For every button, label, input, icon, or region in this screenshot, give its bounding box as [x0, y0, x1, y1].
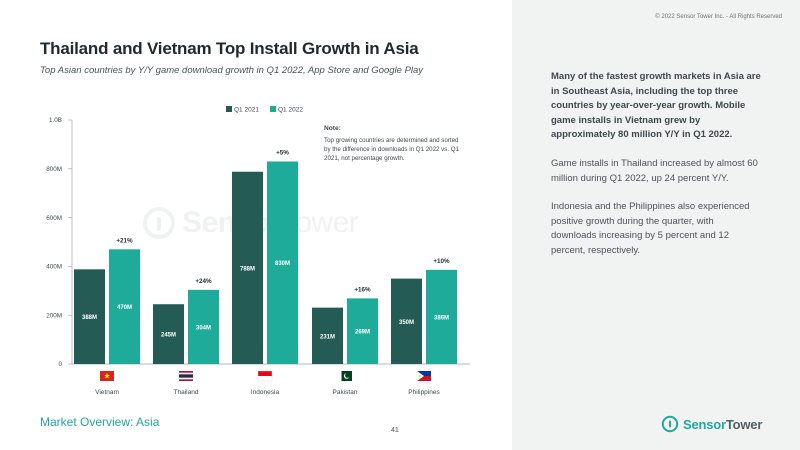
bar-q1-2021: [232, 171, 263, 364]
legend-swatch-q1-2022: [270, 106, 276, 112]
brand-text-part2: Tower: [725, 416, 763, 432]
y-tick-label: 1.0B: [49, 117, 62, 124]
brand-text-part1: Sensor: [683, 416, 726, 432]
sensortower-logo-icon: [661, 415, 679, 433]
vietnam-flag-icon: [100, 371, 114, 381]
page-number: 41: [391, 427, 399, 434]
slide-sidebar-panel: [512, 0, 800, 450]
sidebar-headline: Many of the fastest growth markets in As…: [551, 71, 761, 140]
x-tick-label: Pakistan: [333, 389, 358, 396]
y-tick-label: 400M: [46, 264, 62, 271]
y-tick-label: 600M: [46, 215, 62, 222]
bar-value-label: 830M: [275, 261, 290, 267]
bar-value-label: 470M: [117, 305, 132, 311]
indonesia-flag-icon: [257, 370, 273, 382]
x-tick-label: Vietnam: [95, 389, 119, 396]
bar-q1-2022: [109, 249, 140, 364]
bar-value-label: 231M: [320, 334, 335, 340]
chart-note-text: Top growing countries are determined and…: [324, 137, 460, 162]
slide-title: Thailand and Vietnam Top Install Growth …: [40, 39, 419, 58]
thailand-flag-icon: [179, 371, 193, 381]
growth-label: +24%: [195, 278, 212, 285]
copyright-notice: © 2022 Sensor Tower Inc. - All Rights Re…: [655, 14, 782, 20]
bar-q1-2022: [188, 289, 219, 364]
slide-subtitle: Top Asian countries by Y/Y game download…: [40, 65, 424, 76]
bar-q1-2021: [312, 307, 343, 364]
bar-value-label: 350M: [399, 320, 414, 326]
install-growth-bar-chart: 0 200M 400M 600M 800M 1.0B Q1 2021 Q1 2022 388M 4…: [46, 106, 470, 396]
bar-value-label: 386M: [434, 315, 449, 321]
legend-swatch-q1-2021: [226, 106, 232, 112]
bar-q1-2021: [153, 304, 184, 364]
bar-value-label: 245M: [161, 333, 176, 339]
growth-label: +16%: [354, 286, 371, 293]
bar-value-label: 269M: [355, 330, 370, 336]
x-tick-label: Thailand: [174, 389, 199, 396]
section-footer-label: Market Overview: Asia: [40, 415, 160, 429]
bar-value-label: 304M: [196, 325, 211, 331]
y-tick-label: 800M: [46, 166, 62, 173]
sensortower-logo: SensorTower: [661, 414, 762, 434]
growth-label: +5%: [276, 149, 289, 156]
sensortower-watermark-icon: [143, 207, 175, 239]
growth-label: +21%: [116, 237, 133, 244]
y-tick-label: 0: [58, 361, 62, 368]
chart-note: Note: Top growing countries are determin…: [324, 124, 466, 163]
bar-q1-2022: [267, 161, 298, 364]
pakistan-flag-icon: [338, 371, 352, 381]
bar-value-label: 388M: [82, 315, 97, 321]
legend-label-q1-2022: Q1 2022: [278, 107, 303, 114]
philippines-flag-icon: [417, 371, 431, 381]
bar-q1-2022: [347, 298, 378, 364]
bar-q1-2022: [426, 269, 457, 364]
sidebar-paragraph-thailand: Game installs in Thailand increased by a…: [551, 158, 758, 184]
bar-value-label: 788M: [240, 266, 255, 272]
x-tick-label: Indonesia: [251, 389, 280, 396]
watermark-text-part1: Sensor: [182, 206, 281, 239]
bar-q1-2021: [74, 269, 105, 364]
bar-q1-2021: [391, 278, 422, 364]
sidebar-paragraph-indonesia-philippines: Indonesia and the Philippines also exper…: [551, 201, 750, 256]
y-tick-label: 200M: [46, 312, 62, 319]
chart-note-heading: Note:: [324, 125, 341, 132]
growth-label: +10%: [433, 258, 450, 265]
legend-label-q1-2021: Q1 2021: [234, 107, 259, 114]
x-tick-label: Philippines: [408, 389, 440, 396]
